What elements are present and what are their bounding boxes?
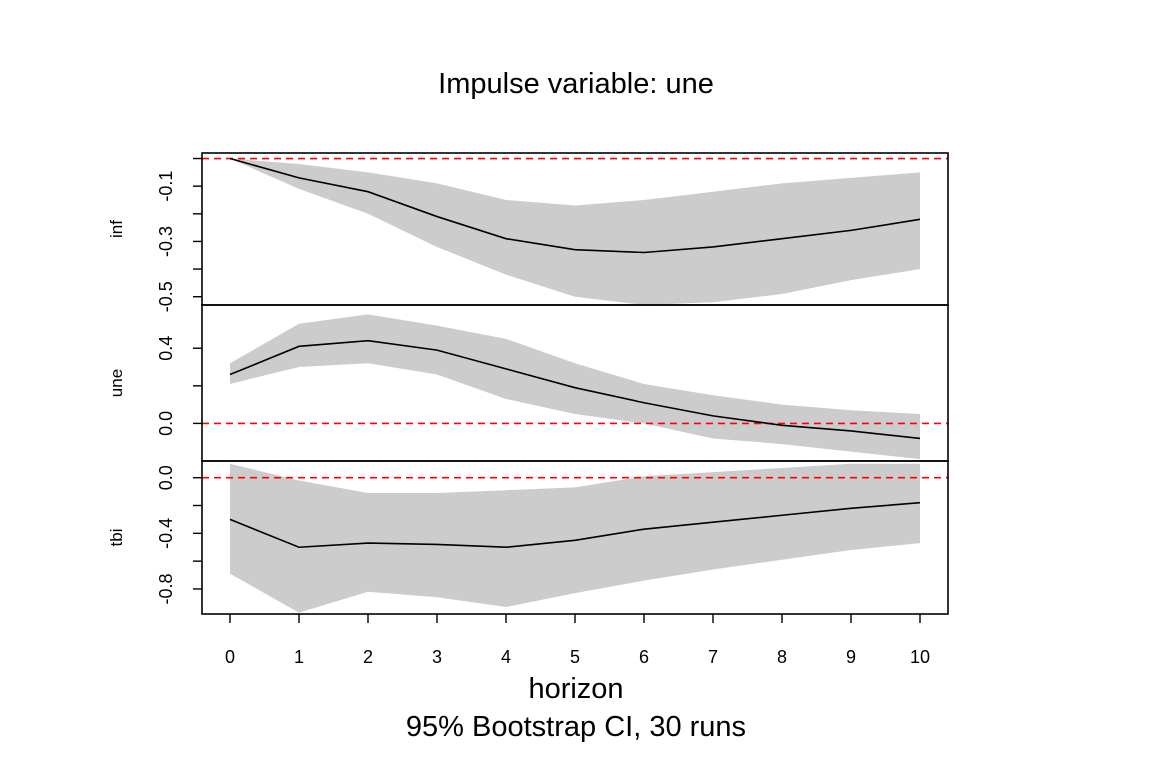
panel-label-inf: inf xyxy=(107,220,126,238)
chart-title: Impulse variable: une xyxy=(438,68,714,100)
xtick-label-6: 6 xyxy=(639,647,649,667)
ytick-label-tbi-2: -0.4 xyxy=(156,518,176,549)
ci-band-inf xyxy=(230,158,920,305)
chart-subtitle: 95% Bootstrap CI, 30 runs xyxy=(405,711,747,743)
panel-label-une: une xyxy=(107,369,126,397)
irf-line-tbi xyxy=(229,501,921,549)
irf-line-inf xyxy=(229,157,921,254)
xtick-label-3: 3 xyxy=(432,647,442,667)
ci-band-tbi xyxy=(230,463,920,613)
ytick-label-une-0: 0.0 xyxy=(156,411,176,436)
ytick-label-inf-2: -0.3 xyxy=(156,226,176,257)
xtick-label-0: 0 xyxy=(225,647,235,667)
xtick-label-5: 5 xyxy=(570,647,580,667)
xtick-label-9: 9 xyxy=(846,647,856,667)
xtick-label-2: 2 xyxy=(363,647,373,667)
irf-line-une xyxy=(229,339,921,440)
ytick-label-inf-0: -0.5 xyxy=(156,281,176,312)
ci-band-une xyxy=(230,314,920,460)
x-axis-label: horizon xyxy=(528,673,624,705)
ytick-label-tbi-4: 0.0 xyxy=(156,465,176,490)
xtick-label-4: 4 xyxy=(501,647,511,667)
ytick-label-une-2: 0.4 xyxy=(156,336,176,361)
ytick-label-tbi-0: -0.8 xyxy=(156,573,176,604)
panel-label-tbi: tbi xyxy=(107,529,126,547)
xtick-label-7: 7 xyxy=(708,647,718,667)
xtick-label-8: 8 xyxy=(777,647,787,667)
xtick-label-10: 10 xyxy=(910,647,930,667)
ytick-label-inf-4: -0.1 xyxy=(156,171,176,202)
xtick-label-1: 1 xyxy=(294,647,304,667)
